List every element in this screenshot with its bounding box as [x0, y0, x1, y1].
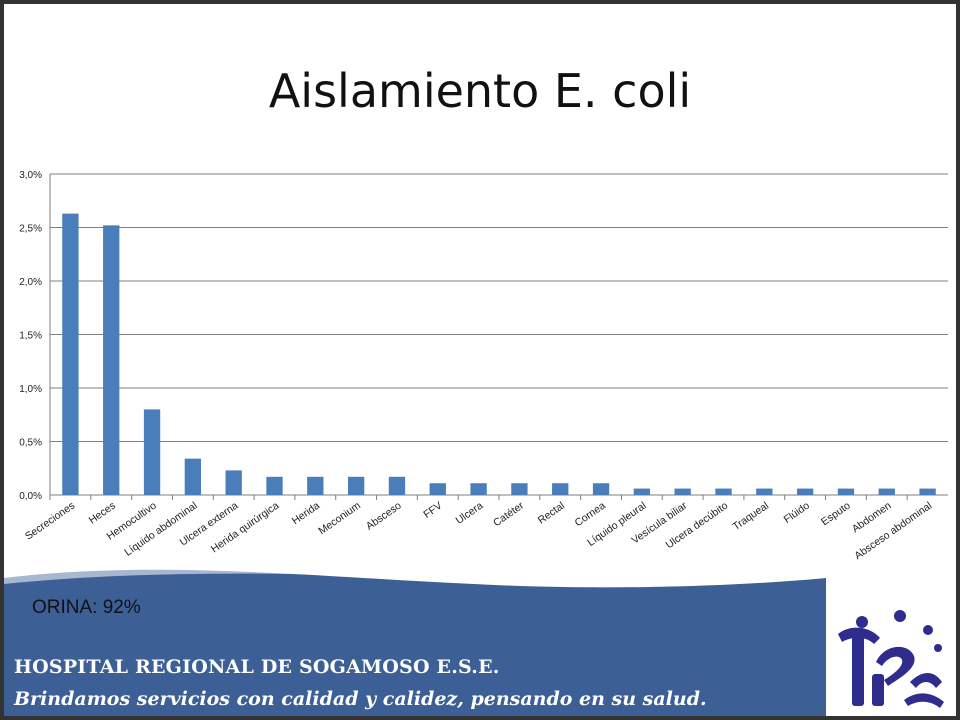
- y-tick-label: 1,5%: [19, 331, 42, 342]
- bar: [674, 488, 691, 495]
- logo-figure-right: [904, 625, 944, 708]
- y-tick-label: 0,5%: [19, 438, 42, 449]
- slide-title: Aislamiento E. coli: [268, 64, 692, 118]
- bar: [837, 488, 855, 495]
- bar: [266, 476, 283, 495]
- y-tick-label: 2,0%: [19, 277, 42, 288]
- bar: [756, 488, 773, 495]
- bar: [552, 483, 569, 495]
- footer-banner: [4, 564, 826, 716]
- bar: [388, 476, 406, 495]
- y-tick-label: 0,0%: [19, 491, 42, 502]
- bar: [715, 488, 732, 495]
- y-axis-ticks: 0,0% 0,5% 1,0% 1,5% 2,0% 2,5% 3,0%: [19, 170, 42, 502]
- bar: [347, 476, 365, 495]
- bar: [592, 483, 610, 495]
- bar: [143, 409, 161, 495]
- hospital-logo-icon: [838, 610, 944, 708]
- logo-figure-center: [872, 610, 915, 706]
- banner-wave-highlight: [4, 564, 424, 584]
- bar: [919, 488, 936, 495]
- y-tick-label: 1,0%: [19, 384, 42, 395]
- bar: [307, 476, 324, 495]
- bar: [184, 458, 202, 495]
- bar: [225, 470, 242, 495]
- bar: [511, 483, 528, 495]
- bar: [429, 483, 446, 495]
- hospital-slogan: Brindamos servicios con calidad y calide…: [14, 688, 707, 710]
- logo-figure-left: [838, 616, 880, 706]
- bar: [470, 483, 487, 495]
- bar: [103, 225, 120, 496]
- orina-note: ORINA: 92%: [32, 597, 141, 618]
- bars: [62, 213, 936, 496]
- y-tick-label: 3,0%: [19, 170, 42, 181]
- bar: [878, 488, 895, 495]
- bar: [633, 488, 651, 495]
- bar-chart: 0,0%0,5%1,0%1,5%2,0%2,5%3,0% Secreciones…: [19, 170, 948, 562]
- hospital-name: HOSPITAL REGIONAL DE SOGAMOSO E.S.E.: [14, 656, 500, 678]
- bar: [62, 213, 79, 495]
- banner-background-shape: [4, 569, 826, 716]
- y-tick-label: 2,5%: [19, 224, 42, 235]
- bar: [796, 488, 814, 495]
